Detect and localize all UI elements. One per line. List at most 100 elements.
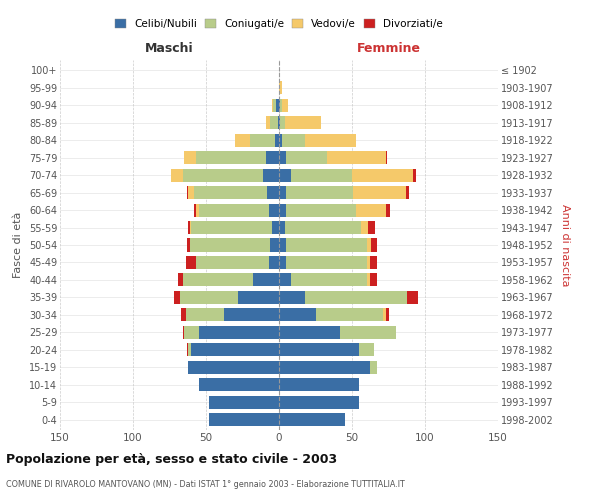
Bar	[263, 168, 279, 181]
Bar	[383, 308, 386, 322]
Bar	[190, 238, 270, 252]
Bar	[286, 256, 367, 269]
Bar	[413, 168, 416, 181]
Bar	[185, 256, 196, 269]
Bar	[174, 291, 180, 304]
Bar	[279, 82, 282, 94]
Bar	[290, 274, 367, 286]
Bar	[279, 343, 359, 356]
Bar	[178, 274, 182, 286]
Bar	[199, 204, 269, 216]
Bar	[353, 186, 406, 199]
Bar	[270, 116, 278, 130]
Bar	[194, 186, 268, 199]
Legend: Celibi/Nubili, Coniugati/e, Vedovi/e, Divorziati/e: Celibi/Nubili, Coniugati/e, Vedovi/e, Di…	[115, 19, 443, 29]
Bar	[184, 151, 196, 164]
Bar	[279, 256, 286, 269]
Bar	[272, 99, 273, 112]
Bar	[279, 168, 290, 181]
Bar	[272, 221, 279, 234]
Bar	[275, 134, 279, 147]
Bar	[370, 274, 377, 286]
Bar	[276, 99, 279, 112]
Bar	[370, 360, 377, 374]
Bar	[184, 326, 199, 339]
Bar	[305, 134, 356, 147]
Text: Popolazione per età, sesso e stato civile - 2003: Popolazione per età, sesso e stato civil…	[6, 452, 337, 466]
Bar	[279, 186, 286, 199]
Bar	[279, 238, 286, 252]
Bar	[280, 116, 285, 130]
Bar	[199, 378, 279, 391]
Bar	[356, 204, 386, 216]
Bar	[278, 116, 279, 130]
Bar	[406, 186, 409, 199]
Bar	[171, 168, 182, 181]
Bar	[282, 99, 288, 112]
Bar	[370, 256, 377, 269]
Bar	[279, 221, 285, 234]
Bar	[279, 360, 370, 374]
Bar	[182, 168, 263, 181]
Bar	[279, 99, 280, 112]
Bar	[191, 221, 272, 234]
Bar	[209, 413, 279, 426]
Bar	[188, 360, 279, 374]
Bar	[279, 134, 282, 147]
Bar	[181, 308, 185, 322]
Bar	[185, 308, 224, 322]
Bar	[286, 204, 356, 216]
Bar	[279, 151, 286, 164]
Bar	[190, 221, 191, 234]
Bar	[187, 186, 188, 199]
Bar	[196, 204, 199, 216]
Y-axis label: Fasce di età: Fasce di età	[13, 212, 23, 278]
Bar	[266, 116, 270, 130]
Bar	[196, 151, 266, 164]
Bar	[279, 204, 286, 216]
Bar	[286, 186, 353, 199]
Bar	[194, 204, 196, 216]
Bar	[273, 99, 276, 112]
Y-axis label: Anni di nascita: Anni di nascita	[560, 204, 571, 286]
Bar	[188, 343, 191, 356]
Bar	[279, 326, 340, 339]
Bar	[407, 291, 418, 304]
Bar	[238, 291, 279, 304]
Bar	[279, 396, 359, 408]
Bar	[269, 204, 279, 216]
Bar	[286, 238, 367, 252]
Bar	[250, 134, 275, 147]
Bar	[270, 238, 279, 252]
Text: Maschi: Maschi	[145, 42, 194, 55]
Bar	[279, 291, 305, 304]
Bar	[285, 116, 322, 130]
Bar	[361, 221, 368, 234]
Bar	[235, 134, 250, 147]
Bar	[279, 116, 280, 130]
Bar	[327, 151, 386, 164]
Bar	[279, 308, 316, 322]
Bar	[187, 343, 188, 356]
Bar	[268, 186, 279, 199]
Bar	[279, 274, 290, 286]
Text: Femmine: Femmine	[356, 42, 421, 55]
Bar	[386, 308, 389, 322]
Bar	[280, 99, 282, 112]
Bar	[352, 168, 413, 181]
Bar	[386, 204, 390, 216]
Bar	[188, 221, 190, 234]
Bar	[191, 343, 279, 356]
Bar	[279, 413, 344, 426]
Bar	[286, 151, 327, 164]
Bar	[182, 326, 184, 339]
Bar	[367, 274, 370, 286]
Bar	[187, 238, 190, 252]
Bar	[180, 291, 238, 304]
Bar	[224, 308, 279, 322]
Bar	[182, 274, 253, 286]
Bar	[209, 396, 279, 408]
Bar	[368, 221, 376, 234]
Text: COMUNE DI RIVAROLO MANTOVANO (MN) - Dati ISTAT 1° gennaio 2003 - Elaborazione TU: COMUNE DI RIVAROLO MANTOVANO (MN) - Dati…	[6, 480, 405, 489]
Bar	[386, 151, 387, 164]
